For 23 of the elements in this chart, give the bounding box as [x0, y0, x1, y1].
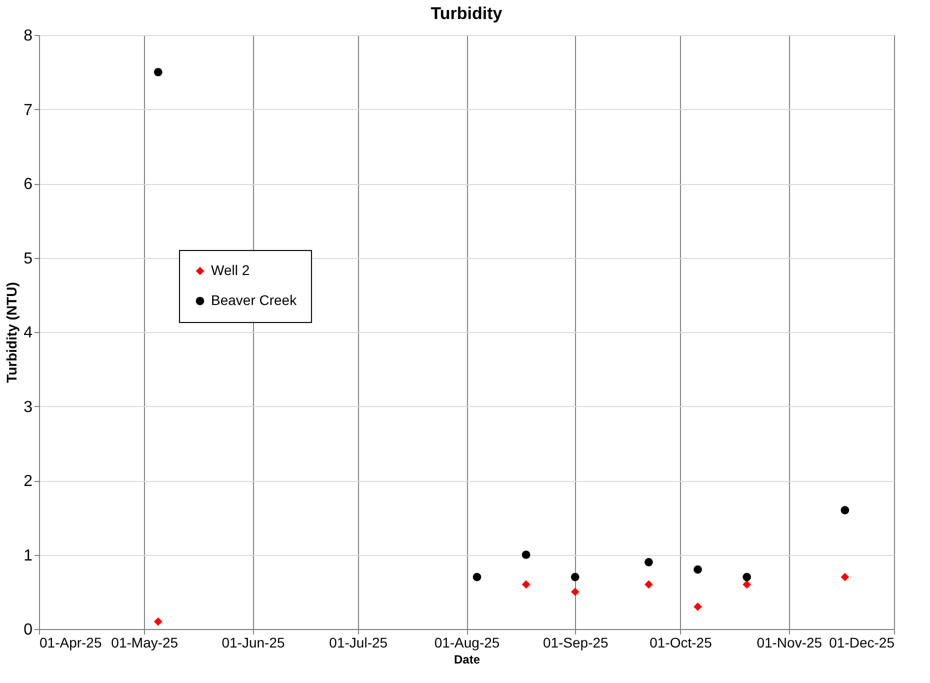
y-tick-label: 7	[24, 102, 33, 119]
y-tick-label: 4	[24, 324, 33, 342]
x-tick-label: 01-May-25	[111, 634, 178, 650]
y-tick-label: 8	[24, 28, 33, 44]
x-tick-label: 01-Jul-25	[329, 634, 388, 650]
x-tick-label: 01-Sep-25	[542, 634, 609, 650]
y-tick-label: 2	[24, 473, 33, 490]
x-tick-label: 01-Nov-25	[756, 634, 822, 650]
y-tick-label: 5	[24, 250, 33, 268]
y-tick-label: 6	[24, 176, 33, 193]
y-tick-label: 3	[24, 398, 33, 416]
legend-label: Beaver Creek	[211, 292, 298, 308]
y-tick-label: 0	[24, 622, 33, 638]
y-axis-title: Turbidity (NTU)	[4, 282, 20, 383]
x-tick-label: 01-Dec-25	[829, 634, 895, 650]
x-tick-label: 01-Aug-25	[434, 634, 500, 650]
x-tick-label: 01-Apr-25	[40, 634, 102, 650]
x-tick-label: 01-Oct-25	[650, 634, 712, 650]
legend-label: Well 2	[211, 262, 250, 278]
x-tick-label: 01-Jun-25	[222, 634, 285, 650]
x-axis-title: Date	[454, 652, 480, 666]
chart-title: Turbidity	[430, 4, 503, 23]
y-tick-label: 1	[24, 547, 33, 564]
